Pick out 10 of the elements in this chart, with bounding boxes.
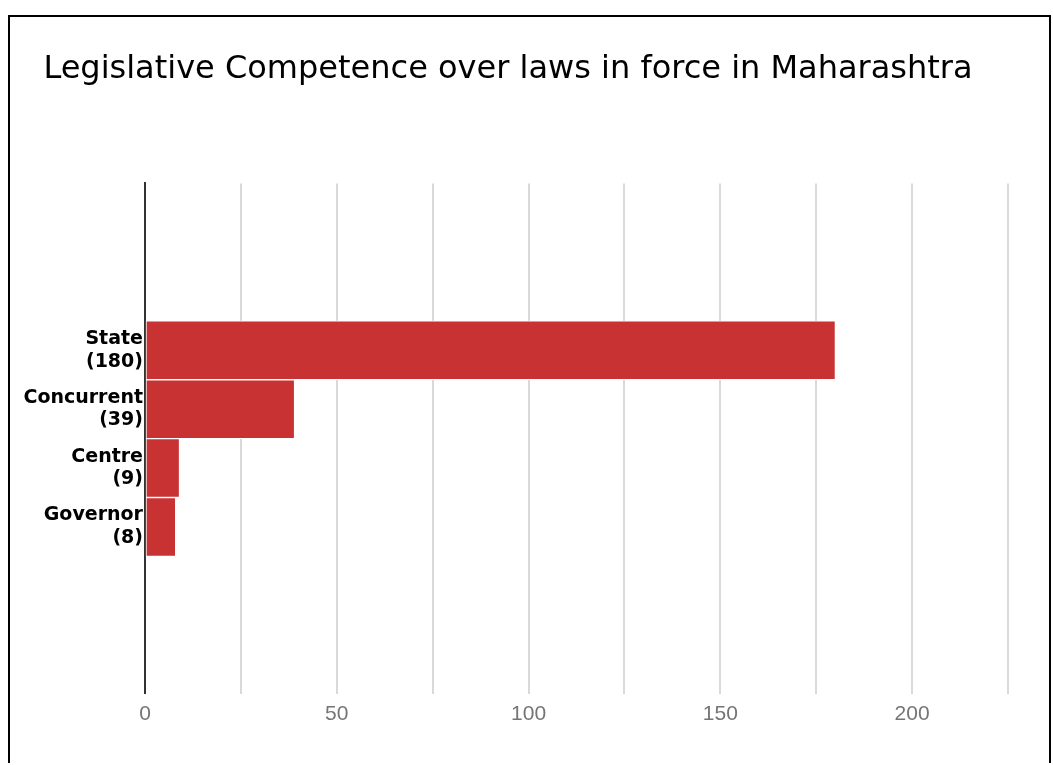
x-tick-label: 50 xyxy=(325,701,349,725)
y-tick-label: State (180) xyxy=(85,325,143,371)
x-tick-label: 0 xyxy=(139,701,151,725)
y-tick-label: Concurrent (39) xyxy=(23,384,143,430)
y-tick-label: Governor (8) xyxy=(43,502,144,548)
chart-title: Legislative Competence over laws in force in Maharashtra xyxy=(43,47,973,86)
x-tick-label: 150 xyxy=(702,701,738,725)
y-tick-label: Centre (9) xyxy=(71,443,143,489)
x-tick-label: 200 xyxy=(894,701,930,725)
x-tick-label: 100 xyxy=(511,701,547,725)
